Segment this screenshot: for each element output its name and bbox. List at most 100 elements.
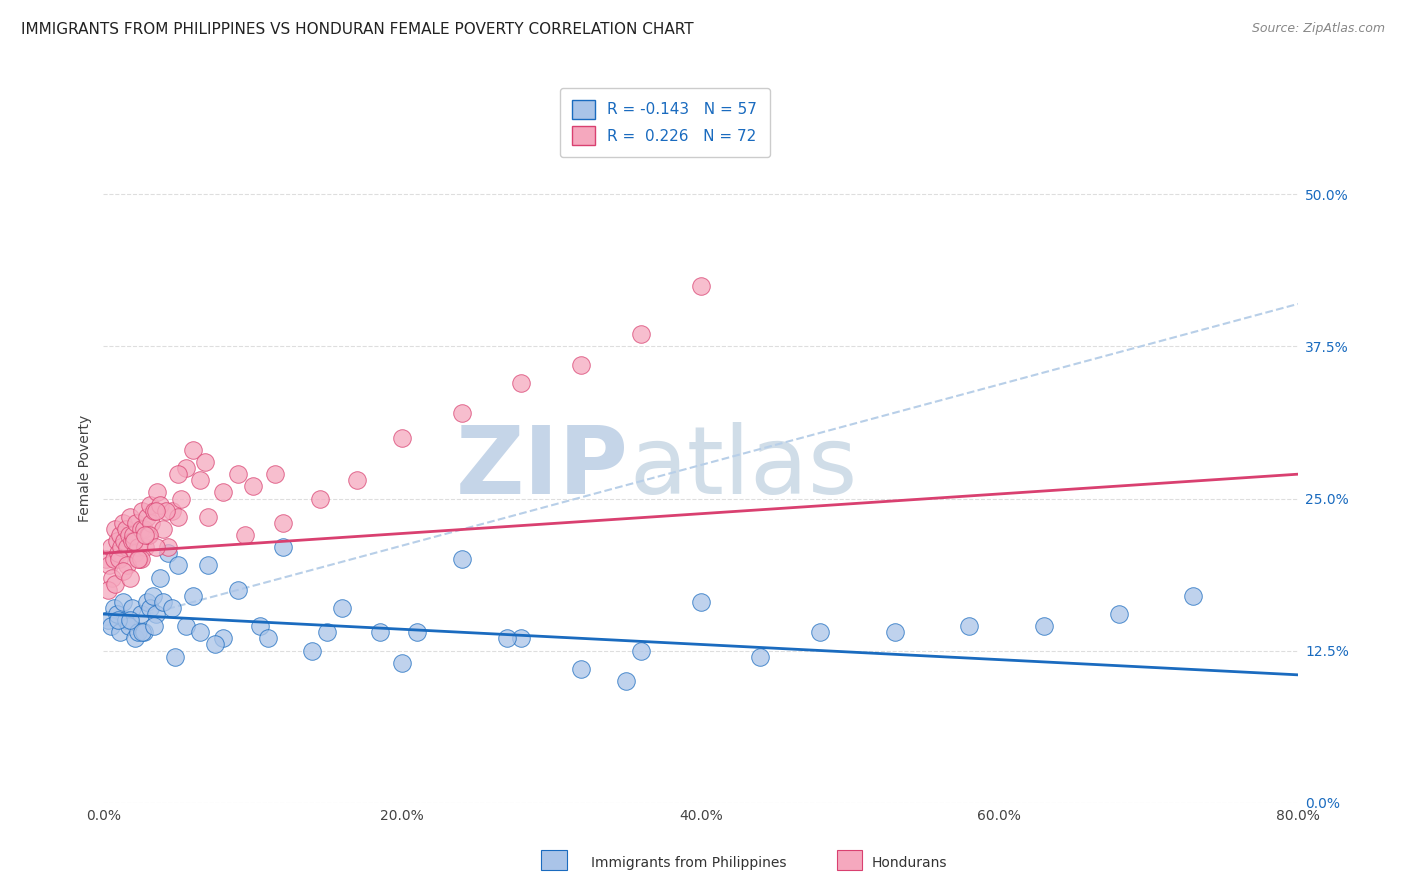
Point xyxy=(1108,607,1130,621)
Point xyxy=(135,595,157,609)
Point xyxy=(406,625,429,640)
Point xyxy=(145,503,167,517)
Text: IMMIGRANTS FROM PHILIPPINES VS HONDURAN FEMALE POVERTY CORRELATION CHART: IMMIGRANTS FROM PHILIPPINES VS HONDURAN … xyxy=(21,22,693,37)
Point xyxy=(146,485,169,500)
Point xyxy=(97,582,120,597)
Point xyxy=(152,595,174,609)
Point xyxy=(136,528,159,542)
Point xyxy=(141,516,163,530)
Point xyxy=(614,673,637,688)
Point xyxy=(149,570,172,584)
Point xyxy=(495,632,517,646)
Point xyxy=(143,503,166,517)
Point xyxy=(160,503,183,517)
Point xyxy=(368,625,391,640)
Point xyxy=(197,509,219,524)
Point xyxy=(1033,619,1056,633)
Point xyxy=(135,509,157,524)
Point xyxy=(111,516,134,530)
Point xyxy=(145,607,167,621)
Point xyxy=(108,552,131,566)
Point xyxy=(107,613,129,627)
Point xyxy=(749,649,772,664)
Point xyxy=(122,534,145,549)
Point xyxy=(131,625,153,640)
Text: Source: ZipAtlas.com: Source: ZipAtlas.com xyxy=(1251,22,1385,36)
Point xyxy=(155,503,177,517)
Text: ZIP: ZIP xyxy=(456,422,628,514)
Point xyxy=(391,431,413,445)
Point xyxy=(127,552,149,566)
Point xyxy=(117,540,139,554)
Point xyxy=(101,570,124,584)
Point xyxy=(271,540,294,554)
Point xyxy=(391,656,413,670)
Point xyxy=(125,516,148,530)
Point xyxy=(128,552,150,566)
Point xyxy=(111,565,134,579)
Point xyxy=(256,632,278,646)
Point xyxy=(114,613,136,627)
Point xyxy=(156,540,179,554)
Point xyxy=(107,546,129,560)
Point xyxy=(96,552,118,566)
Point xyxy=(170,491,193,506)
Point xyxy=(630,643,652,657)
Point xyxy=(211,632,233,646)
Point xyxy=(204,637,226,651)
Point xyxy=(174,619,197,633)
Point xyxy=(233,528,256,542)
Point xyxy=(271,516,294,530)
Point xyxy=(120,509,142,524)
Point xyxy=(160,601,183,615)
Point xyxy=(131,503,153,517)
Point xyxy=(129,522,152,536)
Point xyxy=(190,473,212,487)
Point xyxy=(138,601,160,615)
Point xyxy=(689,278,711,293)
Point xyxy=(129,607,152,621)
Point xyxy=(450,406,472,420)
Point xyxy=(124,546,146,560)
Text: Immigrants from Philippines: Immigrants from Philippines xyxy=(591,855,786,870)
Point xyxy=(510,632,533,646)
Point xyxy=(197,558,219,573)
Point xyxy=(450,552,472,566)
Point xyxy=(103,601,125,615)
Point xyxy=(145,540,167,554)
Point xyxy=(630,327,652,342)
Point xyxy=(100,540,122,554)
Point xyxy=(242,479,264,493)
Point xyxy=(167,558,190,573)
Point xyxy=(156,546,179,560)
Point xyxy=(689,595,711,609)
Point xyxy=(181,442,204,457)
Point xyxy=(226,582,249,597)
Point xyxy=(1182,589,1205,603)
Point xyxy=(167,467,190,482)
Point xyxy=(211,485,233,500)
Point xyxy=(249,619,271,633)
Point xyxy=(103,552,125,566)
Point xyxy=(127,625,149,640)
Point xyxy=(120,570,142,584)
Point xyxy=(316,625,339,640)
Point xyxy=(124,632,146,646)
Point xyxy=(165,649,187,664)
Point xyxy=(309,491,332,506)
Point xyxy=(120,613,142,627)
Point xyxy=(569,358,592,372)
Point xyxy=(142,589,165,603)
Point xyxy=(118,619,141,633)
Point xyxy=(121,601,143,615)
Point xyxy=(104,576,127,591)
Point xyxy=(149,498,172,512)
Point xyxy=(118,528,141,542)
Point xyxy=(132,625,155,640)
Point xyxy=(138,498,160,512)
Point xyxy=(152,522,174,536)
Point xyxy=(181,589,204,603)
Point xyxy=(100,619,122,633)
Point xyxy=(108,528,131,542)
Text: atlas: atlas xyxy=(628,422,858,514)
